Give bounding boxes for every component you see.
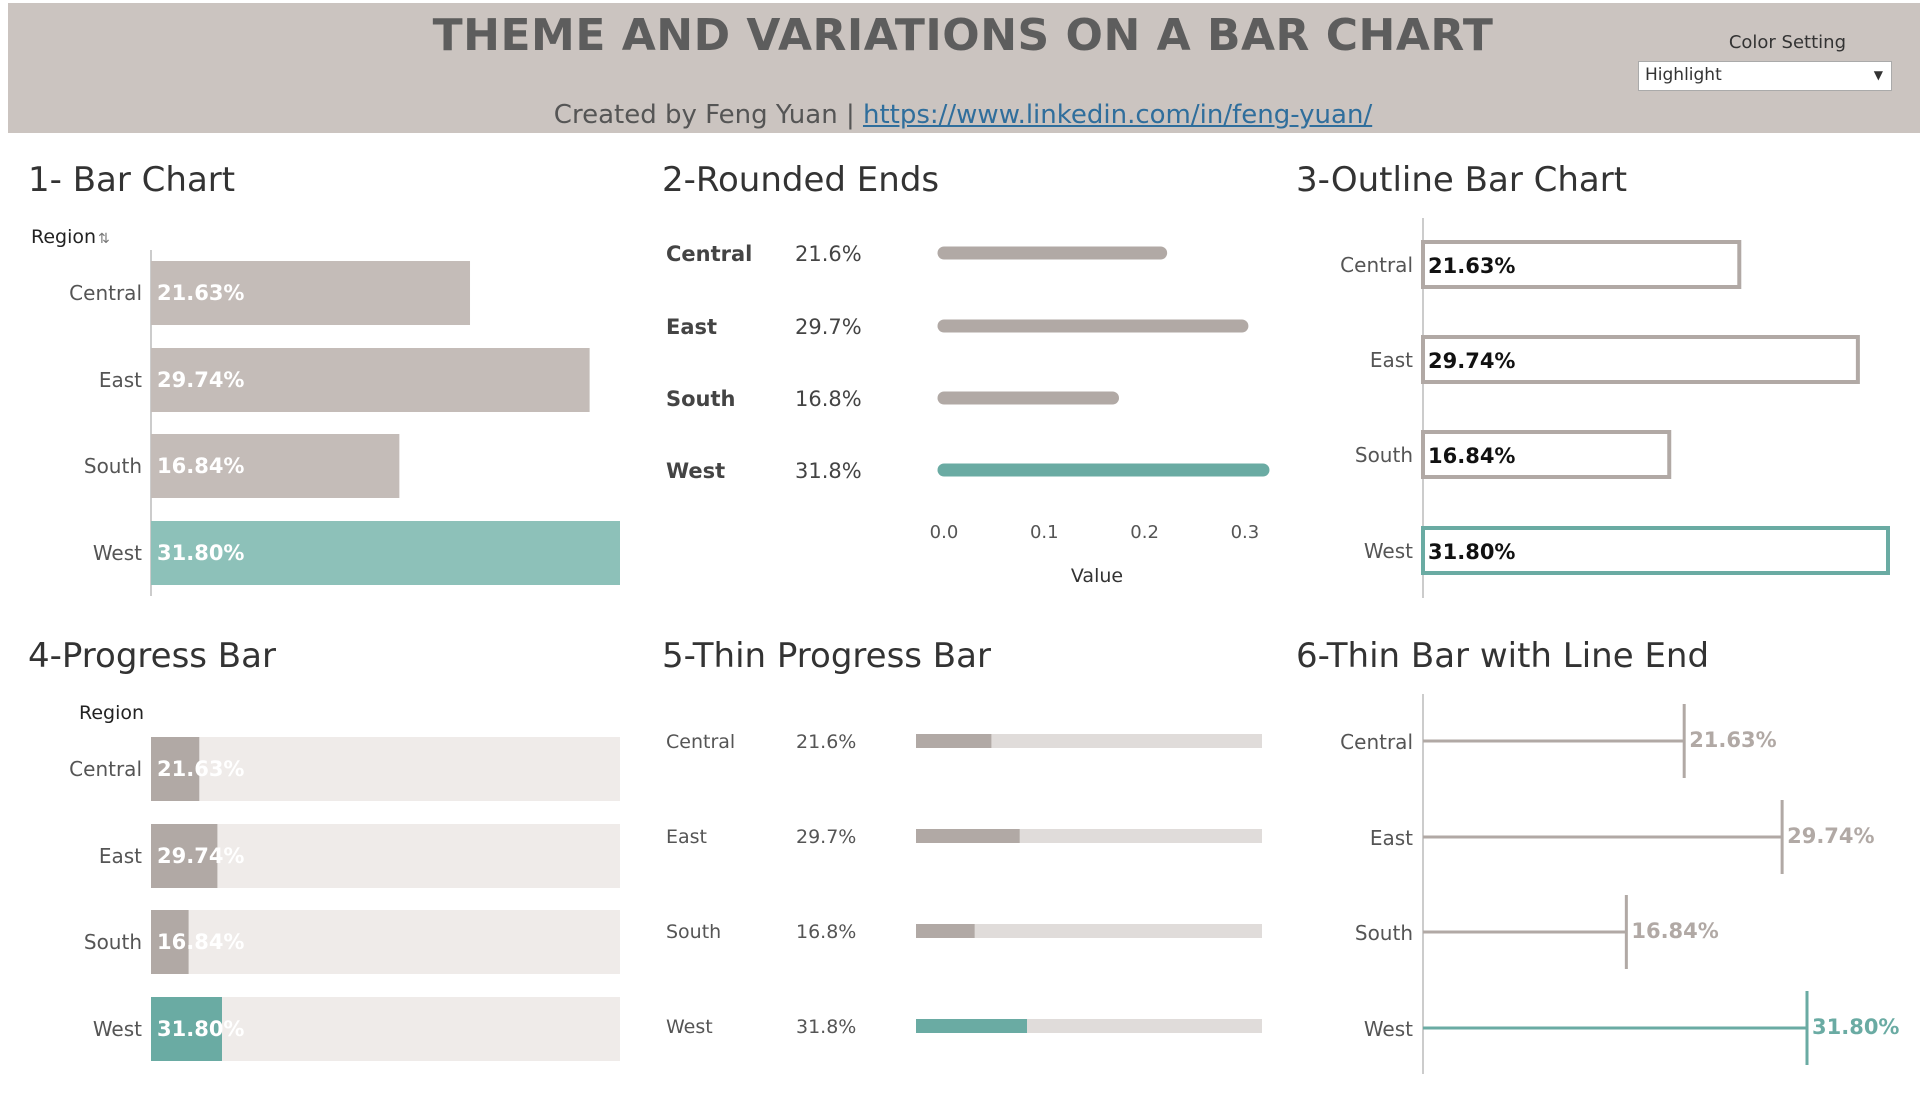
category-label-south: South — [666, 387, 736, 411]
linkedin-link[interactable]: https://www.linkedin.com/in/feng-yuan/ — [862, 100, 1373, 130]
bar-east — [151, 348, 590, 412]
field-label: Region — [79, 702, 144, 724]
value-label-west: 31.8% — [796, 1016, 856, 1038]
data-label-west: 31.80% — [1428, 540, 1515, 564]
dashboard-header — [8, 3, 1920, 133]
category-label-west: West — [93, 541, 142, 565]
data-label-east: 29.74% — [157, 844, 244, 868]
category-label-south: South — [84, 454, 142, 478]
subtitle: Created by Feng Yuan | https://www.linke… — [0, 100, 1926, 130]
category-label-east: East — [1370, 348, 1413, 372]
progress-fill-east — [151, 824, 218, 888]
field-label: Region — [31, 226, 96, 248]
progress-track-central — [151, 737, 620, 801]
category-label-east: East — [666, 315, 717, 339]
category-label-west: West — [1364, 539, 1413, 563]
chevron-down-icon: ▼ — [1873, 68, 1883, 82]
category-label-west: West — [93, 1017, 142, 1041]
thin-track-central — [916, 734, 1262, 748]
data-label-west: 31.80% — [157, 1017, 244, 1041]
data-label-east: 29.74% — [1428, 349, 1515, 373]
panel-4-title: 4-Progress Bar — [28, 636, 276, 676]
outline-bar-central — [1421, 240, 1742, 289]
panel-6-title: 6-Thin Bar with Line End — [1296, 636, 1710, 676]
category-label-east: East — [99, 844, 142, 868]
data-label-central: 21.63% — [157, 281, 244, 305]
progress-track-south — [151, 910, 620, 974]
data-label-central: 21.63% — [1428, 254, 1515, 278]
progress-fill-central — [151, 737, 200, 801]
color-setting-value: Highlight — [1645, 65, 1722, 85]
category-label-west: West — [666, 1016, 713, 1038]
thin-fill-south — [916, 924, 975, 938]
bar-west — [151, 521, 620, 585]
panel-3-title: 3-Outline Bar Chart — [1296, 160, 1628, 200]
category-label-central: Central — [1340, 730, 1413, 754]
data-label-west: 31.80% — [157, 541, 244, 565]
category-label-south: South — [84, 930, 142, 954]
category-label-central: Central — [666, 242, 752, 266]
data-label-south: 16.84% — [1428, 444, 1515, 468]
bar-south — [151, 434, 400, 498]
thin-fill-east — [916, 829, 1020, 843]
data-label-central: 21.63% — [1689, 728, 1776, 752]
x-tick-label: 0.2 — [1130, 522, 1159, 543]
category-label-central: Central — [666, 731, 735, 753]
data-label-south: 16.84% — [157, 454, 244, 478]
category-label-west: West — [666, 459, 725, 483]
category-label-south: South — [1355, 921, 1413, 945]
thin-track-south — [916, 924, 1262, 938]
data-label-east: 29.74% — [1787, 824, 1874, 848]
outline-bar-east — [1421, 335, 1860, 384]
data-label-west: 31.80% — [1812, 1015, 1899, 1039]
thin-fill-west — [916, 1019, 1027, 1033]
color-setting-label: Color Setting — [1728, 32, 1846, 53]
outline-bar-west — [1421, 526, 1890, 575]
outline-bar-south — [1421, 430, 1672, 479]
dashboard-title: THEME AND VARIATIONS ON A BAR CHART — [432, 10, 1494, 61]
created-by-text: Created by Feng Yuan | — [553, 100, 855, 130]
panel-5-title: 5-Thin Progress Bar — [662, 636, 991, 676]
value-label-south: 16.8% — [795, 387, 862, 411]
x-tick-label: 0.1 — [1030, 522, 1059, 543]
panel-2-title: 2-Rounded Ends — [662, 160, 940, 200]
category-label-east: East — [666, 826, 707, 848]
panel-1-title: 1- Bar Chart — [28, 160, 236, 200]
data-label-central: 21.63% — [157, 757, 244, 781]
value-label-central: 21.6% — [796, 731, 856, 753]
value-label-east: 29.7% — [796, 826, 856, 848]
progress-track-west — [151, 997, 620, 1061]
category-label-south: South — [1355, 443, 1413, 467]
value-label-south: 16.8% — [796, 921, 856, 943]
category-label-central: Central — [69, 281, 142, 305]
value-label-central: 21.6% — [795, 242, 862, 266]
category-label-south: South — [666, 921, 721, 943]
category-label-east: East — [99, 368, 142, 392]
color-setting-dropdown[interactable]: Highlight ▼ — [1638, 61, 1892, 91]
value-label-west: 31.8% — [795, 459, 862, 483]
category-label-central: Central — [1340, 253, 1413, 277]
category-label-west: West — [1364, 1017, 1413, 1041]
x-tick-label: 0.0 — [930, 522, 959, 543]
x-axis-title: Value — [1071, 565, 1123, 587]
category-label-east: East — [1370, 826, 1413, 850]
data-label-east: 29.74% — [157, 368, 244, 392]
thin-fill-central — [916, 734, 992, 748]
x-tick-label: 0.3 — [1231, 522, 1260, 543]
progress-track-east — [151, 824, 620, 888]
progress-fill-south — [151, 910, 189, 974]
data-label-south: 16.84% — [1631, 919, 1718, 943]
category-label-central: Central — [69, 757, 142, 781]
data-label-south: 16.84% — [157, 930, 244, 954]
sort-icon: ⇅ — [98, 231, 110, 247]
value-label-east: 29.7% — [795, 315, 862, 339]
progress-fill-west — [151, 997, 222, 1061]
bar-central — [151, 261, 471, 325]
